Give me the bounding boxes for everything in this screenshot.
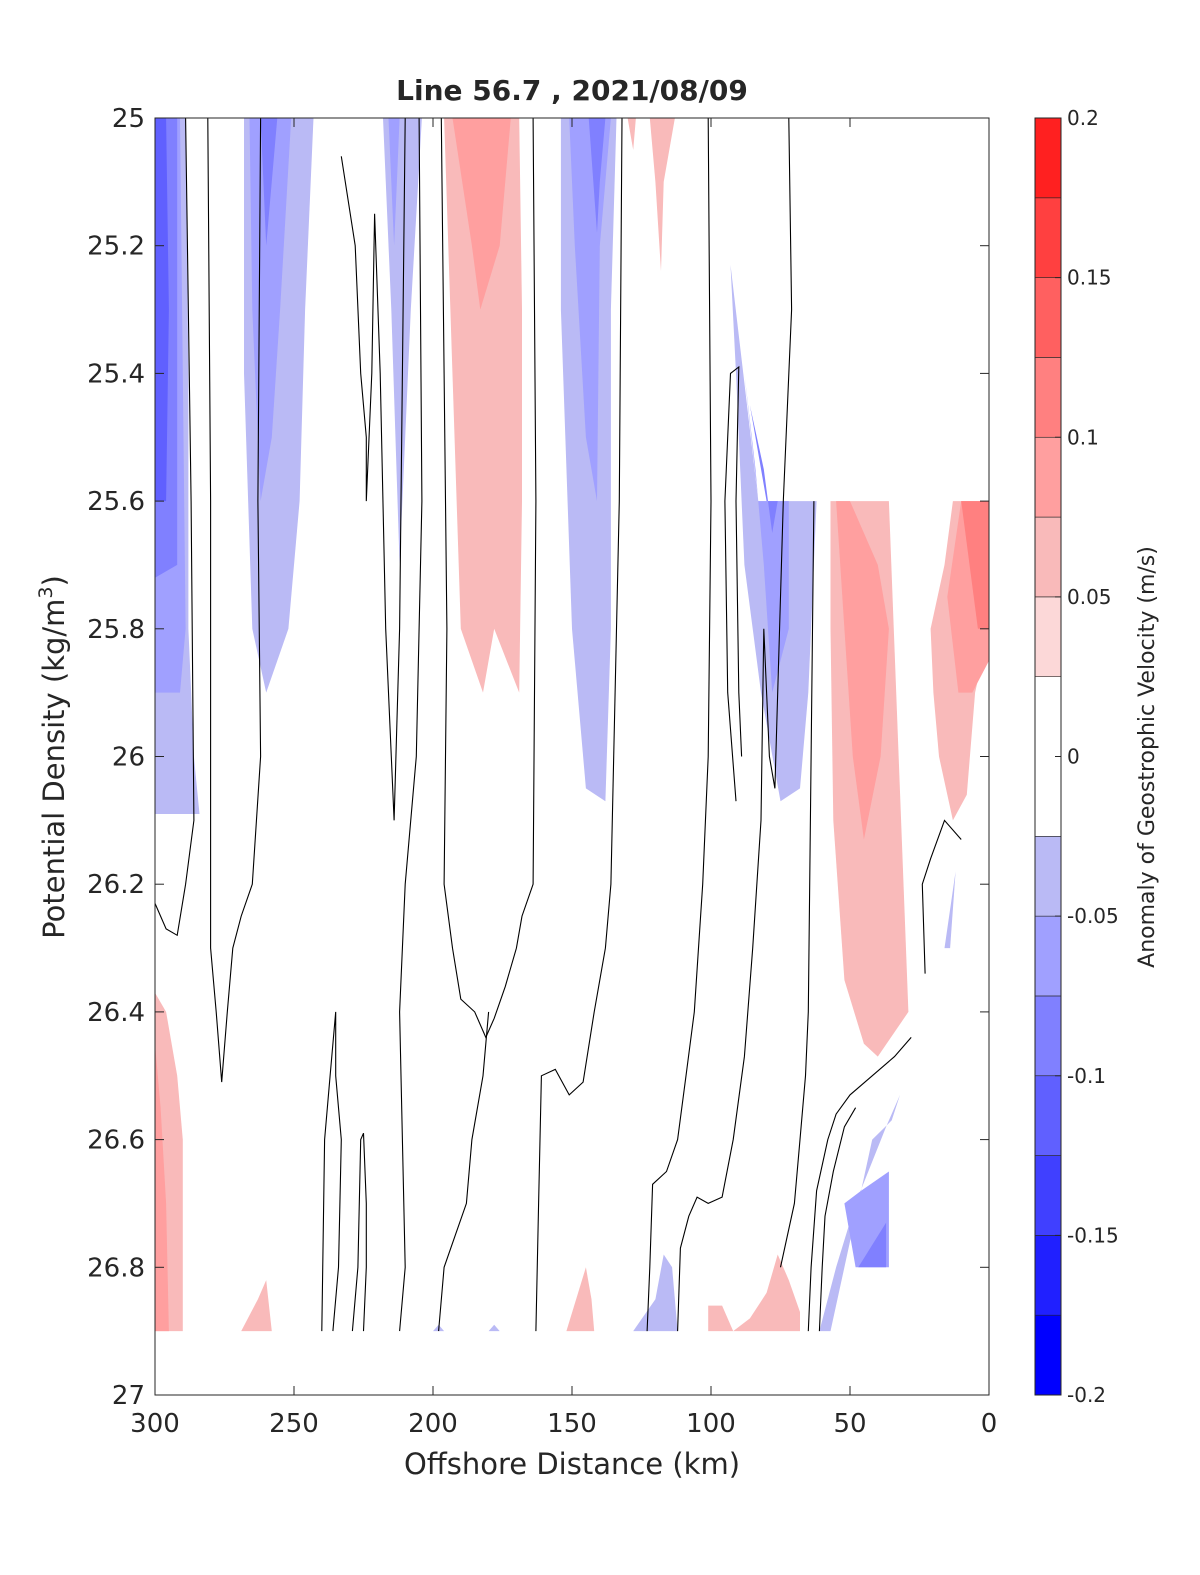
y-tick-label: 27 — [112, 1381, 145, 1411]
y-tick-label: 25.2 — [87, 232, 145, 262]
colorbar-tick-label: -0.05 — [1067, 904, 1119, 928]
contour-fill-region — [708, 1254, 800, 1332]
x-tick-label: 300 — [130, 1409, 180, 1439]
contour-line — [438, 1011, 490, 1332]
contour-fill-region — [155, 1043, 169, 1332]
contour-fill-region — [836, 501, 889, 840]
x-axis-ticks: 300 250 200 150 100 50 0 — [130, 118, 997, 1439]
y-tick-label: 25.6 — [87, 487, 145, 517]
y-tick-label: 26.8 — [87, 1253, 145, 1283]
contour-line — [207, 117, 262, 1083]
contour-line — [440, 117, 537, 1039]
y-axis-label-sup: 3 — [35, 586, 57, 598]
colorbar-segment — [1034, 596, 1062, 677]
colorbar-segment — [1034, 1314, 1062, 1396]
x-axis-label: Offshore Distance (km) — [404, 1447, 740, 1481]
contour-line — [351, 1132, 367, 1332]
contour-fill-region — [155, 118, 169, 502]
contour-fill-region — [569, 118, 611, 502]
contour-fill-region — [566, 1267, 595, 1332]
y-tick-label: 25.8 — [87, 615, 145, 645]
contour-line — [321, 1011, 342, 1332]
colorbar-segment — [1034, 1235, 1062, 1316]
x-tick-label: 200 — [408, 1409, 458, 1439]
x-tick-label: 100 — [686, 1409, 736, 1439]
colorbar-segment — [1034, 197, 1062, 278]
colorbar-tick-label: 0.2 — [1067, 106, 1099, 130]
contour-fill-region — [560, 118, 617, 802]
contour-fill-region — [452, 118, 511, 310]
y-axis-label: Potential Density (kg/m3) — [35, 575, 71, 939]
contour-line — [724, 365, 743, 802]
contour-fill-region — [488, 1324, 500, 1332]
y-tick-label: 26.2 — [87, 870, 145, 900]
y-axis-label-close: ) — [37, 575, 71, 586]
contour-lines — [154, 117, 962, 1332]
colorbar-tick-label: 0.1 — [1067, 425, 1099, 449]
colorbar-segment — [1034, 1075, 1062, 1156]
y-axis-label-main: Potential Density (kg/m — [37, 599, 71, 939]
contour-fill-region — [858, 1222, 887, 1268]
contour-line — [807, 1037, 912, 1332]
contour-fill-region — [627, 118, 636, 150]
y-tick-label: 26.6 — [87, 1126, 145, 1156]
colorbar-tick-label: -0.2 — [1067, 1383, 1106, 1407]
colorbar-tick-label: -0.1 — [1067, 1064, 1106, 1088]
y-tick-label: 26.4 — [87, 998, 145, 1028]
colorbar-tick-label: 0.15 — [1067, 266, 1112, 290]
contour-fill-region — [444, 118, 522, 693]
y-tick-label: 25 — [112, 104, 145, 134]
colorbar-segment — [1034, 357, 1062, 438]
colorbar-label: Anomaly of Geostrophic Velocity (m/s) — [1135, 546, 1160, 968]
contour-fill-region — [588, 118, 606, 233]
y-tick-label: 26 — [112, 743, 145, 773]
colorbar-segment — [1034, 915, 1062, 997]
colorbar-segment — [1034, 1155, 1062, 1236]
contour-line — [779, 501, 815, 1268]
colorbar-segment — [1034, 277, 1062, 358]
colorbar-segment — [1034, 995, 1062, 1077]
contour-fill-region — [649, 118, 675, 272]
contour-fill-region — [241, 1280, 272, 1332]
contour-fill-region — [744, 373, 789, 693]
colorbar-segment — [1034, 117, 1062, 199]
contour-line — [677, 117, 793, 1332]
colorbar: -0.2 -0.15 -0.1 -0.05 0 0.05 0.1 0.15 0.2 — [1034, 106, 1119, 1407]
x-tick-label: 50 — [833, 1409, 866, 1439]
contour-fill-region — [633, 1254, 678, 1332]
contour-fill-region — [961, 501, 989, 629]
y-tick-label: 25.4 — [87, 359, 145, 389]
contour-fill-region — [260, 118, 278, 246]
contour-line — [340, 117, 406, 821]
contour-fill-region — [819, 1094, 900, 1332]
contour-fill-region — [388, 118, 400, 246]
colorbar-segment — [1034, 836, 1062, 917]
colorbar-segment — [1034, 436, 1062, 518]
plot-area: 300 250 200 150 100 50 0 2525.225.425.625.8262… — [87, 104, 997, 1439]
colorbar-tick-label: 0.05 — [1067, 585, 1112, 609]
contour-fill-region — [944, 871, 956, 949]
contour-line — [646, 117, 712, 1332]
colorbar-segment — [1034, 516, 1062, 598]
colorbar-tick-label: -0.15 — [1067, 1223, 1119, 1247]
contour-line — [818, 1107, 857, 1332]
x-tick-label: 250 — [269, 1409, 319, 1439]
x-tick-label: 150 — [547, 1409, 597, 1439]
contour-line — [399, 117, 423, 1332]
contour-line — [154, 117, 195, 937]
contour-line — [535, 117, 623, 1332]
x-tick-label: 0 — [981, 1409, 998, 1439]
chart-title: Line 56.7 , 2021/08/09 — [396, 74, 748, 107]
colorbar-tick-label: 0 — [1067, 745, 1080, 769]
y-axis-ticks: 25 25.2 25.4 25.6 25.8 26 26.2 26.4 26.6 26.8 27 — [87, 104, 989, 1411]
contour-line — [921, 819, 962, 974]
